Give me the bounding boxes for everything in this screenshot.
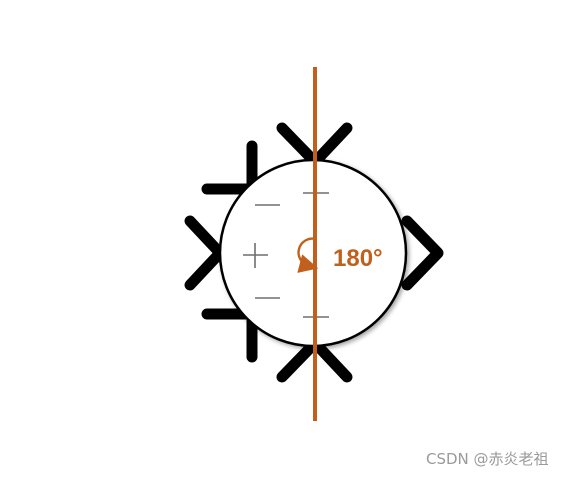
watermark-text: CSDN @赤炎老祖 — [426, 450, 549, 468]
left-chevron-bar — [184, 215, 226, 291]
upper-left-corner-bar — [201, 140, 258, 195]
rotation-angle-label: 180° — [333, 245, 383, 272]
rotation-arrow-icon — [297, 237, 319, 273]
right-chevron-bar — [401, 215, 444, 291]
lower-left-corner-bar — [201, 308, 258, 363]
plus-sign-left — [243, 243, 268, 268]
